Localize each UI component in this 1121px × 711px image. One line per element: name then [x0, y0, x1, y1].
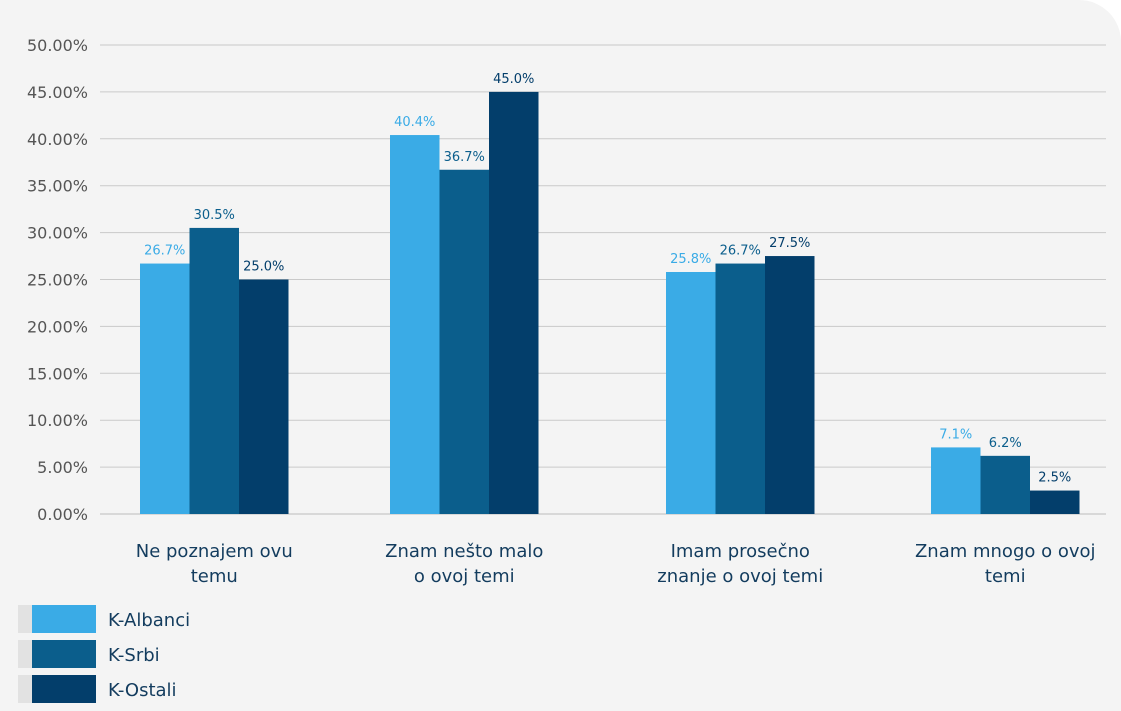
legend-swatch [32, 640, 96, 668]
data-label: 26.7% [720, 244, 761, 259]
category-label: Ne poznajem ovu temu [136, 541, 293, 587]
bar-k-albanci [931, 447, 981, 514]
legend-marker-bg [18, 640, 32, 668]
y-tick-label: 0.00% [37, 505, 88, 524]
data-label: 26.7% [144, 244, 185, 259]
bar-k-srbi [715, 263, 765, 514]
bars [140, 91, 1080, 515]
y-tick-label: 40.00% [27, 130, 88, 149]
bar-k-srbi [439, 169, 489, 514]
bar-k-ostali [239, 279, 289, 514]
data-label: 6.2% [989, 436, 1022, 451]
legend-label: K-Albanci [108, 610, 190, 631]
legend-swatch [32, 605, 96, 633]
legend-label: K-Ostali [108, 680, 177, 701]
data-label: 30.5% [194, 208, 235, 223]
y-axis-tick-labels: 0.00% 5.00% 10.00% 15.00% 20.00% 25.00% 30.00%… [27, 36, 88, 524]
legend-label: K-Srbi [108, 645, 160, 666]
legend-swatch [32, 675, 96, 703]
y-tick-label: 15.00% [27, 364, 88, 383]
legend-marker-bg [18, 605, 32, 633]
bar-k-albanci [390, 135, 440, 514]
y-tick-label: 45.00% [27, 83, 88, 102]
data-label: 25.8% [670, 252, 711, 267]
data-label: 40.4% [394, 115, 435, 130]
bar-k-albanci [666, 271, 716, 514]
data-label: 7.1% [939, 427, 972, 442]
y-tick-label: 35.00% [27, 177, 88, 196]
data-label: 25.0% [243, 260, 284, 275]
y-tick-label: 20.00% [27, 317, 88, 336]
category-label: Znam mnogo o ovoj temi [915, 541, 1096, 587]
bar-k-srbi [980, 455, 1030, 514]
data-label: 27.5% [769, 236, 810, 251]
data-label: 36.7% [444, 150, 485, 165]
y-tick-label: 25.00% [27, 271, 88, 290]
y-tick-label: 10.00% [27, 411, 88, 430]
y-tick-label: 5.00% [37, 458, 88, 477]
data-label: 2.5% [1038, 471, 1071, 486]
bar-k-ostali [1030, 490, 1080, 514]
data-labels: 26.7% 40.4% 25.8% 7.1% 30.5% 36.7% 26.7% 6.2% 25… [144, 72, 1071, 486]
legend-marker-bg [18, 675, 32, 703]
y-tick-label: 30.00% [27, 224, 88, 243]
category-label: Imam prosečno znanje o ovoj temi [657, 541, 823, 587]
x-axis-category-labels: Ne poznajem ovu temu Znam nešto malo o ovoj… [136, 541, 1096, 587]
category-label: Znam nešto malo o ovoj temi [385, 541, 543, 587]
bar-k-srbi [189, 227, 239, 514]
y-tick-label: 50.00% [27, 36, 88, 55]
bar-k-albanci [140, 263, 190, 514]
legend: K-Albanci K-Srbi K-Ostali [18, 605, 190, 703]
data-label: 45.0% [493, 72, 534, 87]
bar-k-ostali [765, 256, 815, 514]
bar-k-ostali [489, 91, 539, 515]
